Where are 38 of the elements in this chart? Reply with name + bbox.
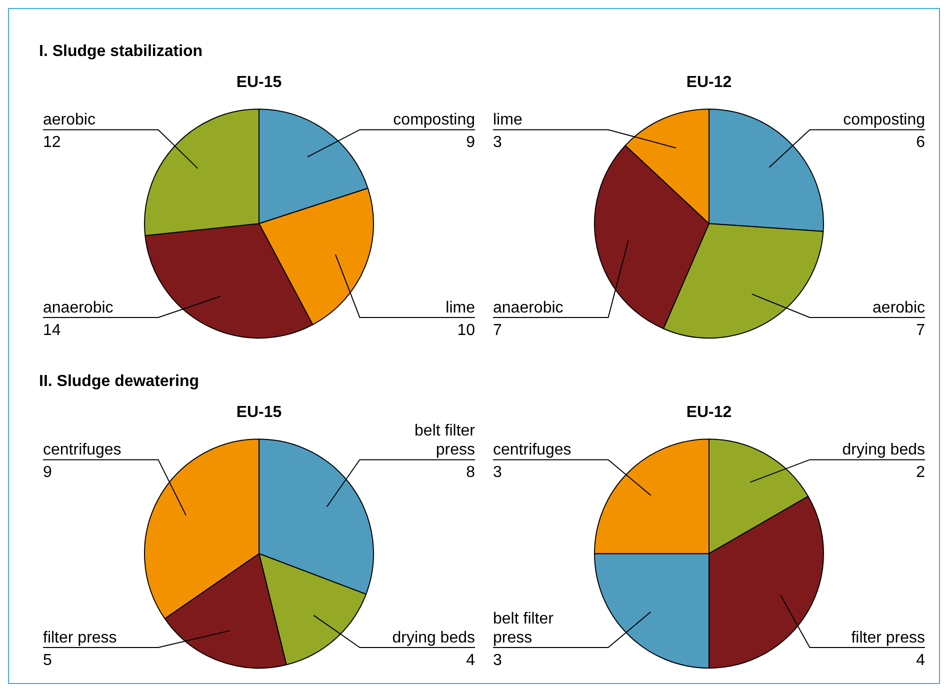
slice-label: filter press (43, 629, 117, 646)
slice-label: drying beds (392, 629, 475, 646)
data-label: 2 (916, 464, 926, 482)
chart-title: EU-12 (686, 74, 732, 92)
chart-title: EU-12 (686, 404, 732, 422)
data-label: 3 (493, 134, 502, 152)
data-label: 6 (916, 134, 926, 152)
slice-label: composting (393, 112, 475, 129)
slice-label: lime (446, 299, 476, 316)
slice-label: filter press (851, 629, 925, 646)
data-label: 14 (43, 322, 61, 339)
slice-label: aerobic (872, 299, 925, 316)
data-label: 5 (43, 652, 52, 669)
slice-label: centrifuges (43, 442, 122, 459)
data-label: 4 (916, 652, 926, 669)
slice-label: drying beds (842, 442, 925, 459)
slice-label: anaerobic (493, 299, 564, 316)
data-label: 3 (493, 652, 502, 669)
slice-label: anaerobic (43, 299, 114, 316)
text: I. Sludge stabilization (39, 43, 203, 60)
slice-label: belt filter press (493, 610, 554, 646)
data-label: 12 (43, 134, 61, 152)
slice-label: composting (843, 112, 925, 129)
data-label: 4 (466, 652, 476, 669)
slice-label: belt filter press (414, 422, 476, 459)
chart-title: EU-15 (236, 404, 282, 422)
data-label: 9 (466, 134, 476, 152)
data-label: 7 (916, 322, 926, 339)
text: II. Sludge dewatering (39, 373, 200, 390)
slice-label: lime (493, 112, 522, 129)
data-label: 3 (493, 464, 502, 482)
data-label: 7 (493, 322, 502, 339)
data-label: 9 (43, 464, 52, 482)
data-label: 10 (457, 322, 476, 339)
chart-title: EU-15 (236, 74, 282, 92)
slice-label: centrifuges (493, 442, 572, 459)
data-label: 8 (466, 464, 476, 482)
slice-label: aerobic (43, 112, 96, 129)
